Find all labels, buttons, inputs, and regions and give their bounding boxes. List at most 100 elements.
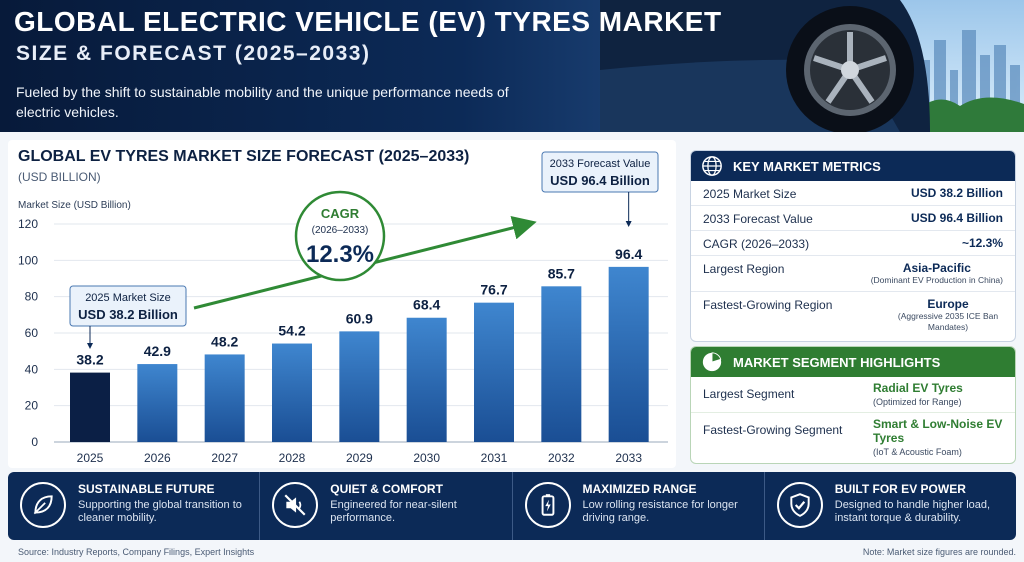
metric-note: (Dominant EV Production in China) <box>870 275 1003 285</box>
metric-label: CAGR (2026–2033) <box>703 237 810 251</box>
x-tick-label: 2025 <box>77 451 104 465</box>
key-metrics-panel: KEY MARKET METRICS 2025 Market Size USD … <box>690 150 1016 342</box>
bar-2030 <box>406 317 447 442</box>
x-tick-label: 2032 <box>548 451 575 465</box>
segment-highlights-header: MARKET SEGMENT HIGHLIGHTS <box>691 347 1015 377</box>
page-subtitle: SIZE & FORECAST (2025–2033) <box>16 42 371 65</box>
metric-value: Europe <box>927 297 969 311</box>
key-metrics-header: KEY MARKET METRICS <box>691 151 1015 181</box>
segment-highlights-panel: MARKET SEGMENT HIGHLIGHTS Largest Segmen… <box>690 346 1016 464</box>
start-annotation-value: USD 38.2 Billion <box>78 307 178 322</box>
feature-title: BUILT FOR EV POWER <box>834 482 966 496</box>
segment-label: Fastest-Growing Segment <box>703 423 843 437</box>
globe-icon <box>702 156 722 176</box>
feature-desc: Supporting the global transition to clea… <box>78 499 242 524</box>
y-tick-label: 0 <box>31 435 38 449</box>
end-annotation-value: USD 96.4 Billion <box>550 173 650 188</box>
cagr-period: (2026–2033) <box>312 225 369 236</box>
chart-unit: (USD BILLION) <box>18 170 101 184</box>
metric-label: Fastest-Growing Region <box>703 298 833 312</box>
pie-chart-icon <box>702 352 722 372</box>
metric-label: Largest Region <box>703 262 785 276</box>
data-label: 60.9 <box>346 310 373 326</box>
shield-check-icon <box>776 482 823 528</box>
metric-label: 2025 Market Size <box>703 187 797 201</box>
y-tick-label: 80 <box>25 290 39 304</box>
y-tick-label: 120 <box>18 217 38 231</box>
segment-value: Radial EV Tyres <box>873 381 963 395</box>
metric-row: 2033 Forecast Value USD 96.4 Billion <box>691 206 1015 231</box>
metric-label: 2033 Forecast Value <box>703 212 813 226</box>
data-label: 48.2 <box>211 333 238 349</box>
data-label: 85.7 <box>548 265 575 281</box>
chart-title: GLOBAL EV TYRES MARKET SIZE FORECAST (20… <box>18 148 470 165</box>
feature-title: QUIET & COMFORT <box>330 482 443 496</box>
feature-desc: Engineered for near-silent performance. <box>330 499 457 524</box>
metric-row: Fastest-Growing Region Europe (Aggressiv… <box>691 292 1015 340</box>
data-label: 96.4 <box>615 246 642 262</box>
car-wheel-illustration <box>600 0 1024 132</box>
bar-2026 <box>137 364 178 442</box>
feature-desc: Designed to handle higher load, instant … <box>834 499 991 524</box>
x-tick-label: 2029 <box>346 451 373 465</box>
start-annotation-label: 2025 Market Size <box>85 292 171 304</box>
leaf-icon <box>20 482 66 528</box>
y-tick-label: 60 <box>25 326 39 340</box>
start-annotation-box <box>69 285 187 327</box>
y-axis-label: Market Size (USD Billion) <box>18 200 131 211</box>
metric-row: Largest Region Asia-Pacific (Dominant EV… <box>691 256 1015 292</box>
end-annotation-box <box>541 151 659 193</box>
battery-icon <box>524 482 571 528</box>
y-tick-label: 100 <box>18 253 38 267</box>
segment-label: Largest Segment <box>703 387 795 401</box>
bar-2031 <box>474 302 514 442</box>
x-tick-label: 2031 <box>481 451 508 465</box>
source-note: Source: Industry Reports, Company Filing… <box>18 547 255 557</box>
data-label: 68.4 <box>413 297 440 313</box>
metric-value: USD 96.4 Billion <box>910 211 1003 225</box>
feature-bar: SUSTAINABLE FUTURE Supporting the global… <box>8 472 1016 540</box>
end-annotation-label: 2033 Forecast Value <box>550 158 651 170</box>
metric-note: (Aggressive 2035 ICE Ban Mandates) <box>897 311 999 332</box>
bar-2025 <box>70 372 110 442</box>
rounding-note: Note: Market size figures are rounded. <box>862 547 1016 557</box>
segment-note: (Optimized for Range) <box>873 397 962 407</box>
data-label: 38.2 <box>76 352 103 368</box>
y-tick-label: 40 <box>25 362 39 376</box>
feature-title: SUSTAINABLE FUTURE <box>78 482 215 496</box>
bar-2027 <box>204 354 245 442</box>
x-tick-label: 2028 <box>279 451 306 465</box>
bar-2032 <box>541 286 582 442</box>
metric-value: Asia-Pacific <box>902 261 971 275</box>
feature-quiet: QUIET & COMFORT Engineered for near-sile… <box>260 472 513 540</box>
data-label: 76.7 <box>480 282 507 298</box>
segment-row: Largest Segment Radial EV Tyres (Optimiz… <box>691 377 1015 413</box>
bar-2029 <box>339 331 380 442</box>
data-label: 54.2 <box>278 323 305 339</box>
data-label: 42.9 <box>144 343 171 359</box>
metric-value: ~12.3% <box>961 236 1003 250</box>
chart-panel: Market Size (USD Billion) 0 20 40 60 80 100 120… <box>8 140 676 468</box>
x-tick-label: 2026 <box>144 451 171 465</box>
x-tick-label: 2033 <box>615 451 642 465</box>
y-tick-label: 20 <box>25 399 39 413</box>
key-metrics-title: KEY MARKET METRICS <box>733 158 881 174</box>
x-tick-label: 2027 <box>211 451 238 465</box>
bar-chart: Market Size (USD Billion) 0 20 40 60 80 100 120… <box>18 151 668 465</box>
x-tick-label: 2030 <box>413 451 440 465</box>
page-title: GLOBAL ELECTRIC VEHICLE (EV) TYRES MARKE… <box>14 6 722 37</box>
bar-2033 <box>608 266 649 442</box>
metric-value: USD 38.2 Billion <box>910 186 1003 200</box>
hero-banner: GLOBAL ELECTRIC VEHICLE (EV) TYRES MARKE… <box>0 0 1024 132</box>
metric-row: CAGR (2026–2033) ~12.3% <box>691 231 1015 256</box>
feature-sustainable: SUSTAINABLE FUTURE Supporting the global… <box>8 472 261 540</box>
feature-range: MAXIMIZED RANGE Low rolling resistance f… <box>513 472 765 540</box>
cagr-value: 12.3% <box>306 241 374 268</box>
segment-row: Fastest-Growing Segment Smart & Low-Nois… <box>691 413 1015 463</box>
feature-desc: Low rolling resistance for longer drivin… <box>582 499 738 524</box>
segment-highlights-title: MARKET SEGMENT HIGHLIGHTS <box>733 354 941 370</box>
page-description: Fueled by the shift to sustainable mobil… <box>16 84 509 120</box>
bar-2028 <box>272 343 312 442</box>
mute-speaker-icon <box>272 482 319 528</box>
segment-note: (IoT & Acoustic Foam) <box>873 447 962 457</box>
